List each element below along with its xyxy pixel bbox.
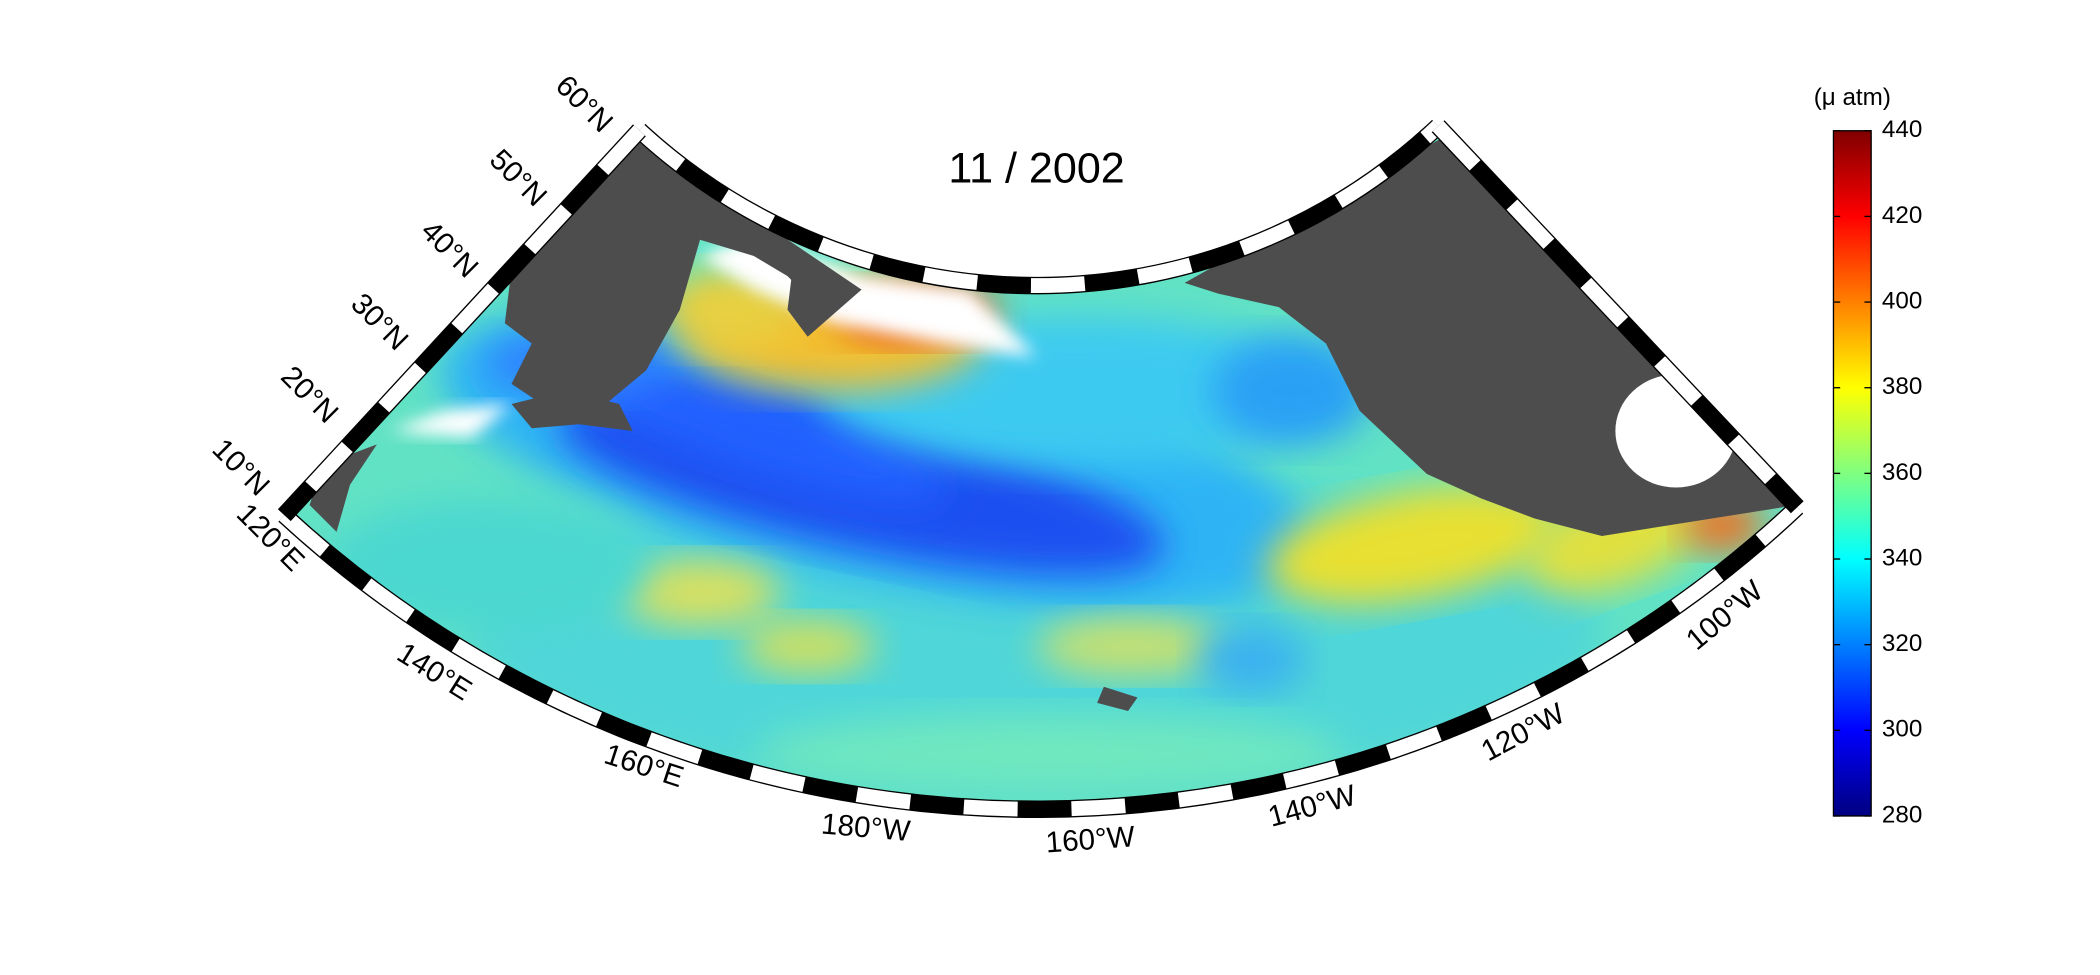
field-patch — [740, 619, 875, 674]
field-patch — [1198, 626, 1306, 694]
latitude-label: 30°N — [344, 287, 414, 357]
field-patch — [1267, 486, 1560, 605]
colorbar-tick-label: 280 — [1882, 801, 1922, 828]
latitude-label: 60°N — [549, 69, 619, 139]
colorbar-tick-label: 380 — [1882, 373, 1922, 400]
field-patch — [323, 498, 647, 633]
longitude-label: 160°W — [1045, 820, 1136, 859]
colorbar-tick-label: 340 — [1882, 544, 1922, 571]
field-patch — [1036, 616, 1225, 676]
colorbar-tick-label: 300 — [1882, 716, 1922, 743]
colorbar-tick-label: 440 — [1882, 116, 1922, 143]
land — [511, 390, 633, 431]
field-patch — [753, 713, 1347, 795]
frame-band — [278, 125, 645, 521]
longitude-label: 180°W — [820, 807, 912, 848]
colorbar-unit: (μ atm) — [1814, 84, 1891, 111]
latitude-label: 10°N — [206, 432, 276, 502]
map-title: 11 / 2002 — [948, 145, 1124, 193]
frame-band — [1432, 121, 1803, 513]
colorbar-tick-label: 400 — [1882, 287, 1922, 314]
colorbar-tick-label: 420 — [1882, 202, 1922, 229]
land — [1097, 686, 1138, 711]
field-patch — [561, 357, 947, 505]
frame-band — [634, 120, 1444, 293]
field-patch — [1211, 336, 1374, 445]
map-frame — [277, 119, 1804, 818]
latitude-label: 20°N — [274, 360, 344, 430]
land — [787, 255, 862, 337]
frame-band — [279, 501, 1803, 817]
land — [504, 134, 862, 411]
map-field — [289, 131, 1792, 802]
field-patch — [619, 558, 781, 627]
colorbar-tick-label: 360 — [1882, 459, 1922, 486]
latitude-label: 40°N — [414, 214, 484, 284]
colorbar-tick-label: 320 — [1882, 630, 1922, 657]
latitude-label: 50°N — [483, 143, 553, 213]
